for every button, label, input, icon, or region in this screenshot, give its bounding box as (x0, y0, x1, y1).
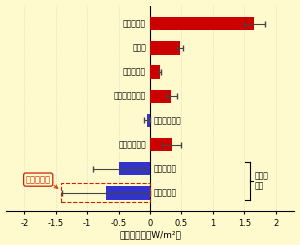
Text: メタン: メタン (132, 43, 146, 52)
Bar (106, 186, 150, 199)
Text: 対流圈オゾン: 対流圈オゾン (118, 140, 146, 149)
Bar (150, 17, 254, 30)
X-axis label: 放射強制力（W/m²）: 放射強制力（W/m²） (119, 231, 181, 239)
Text: 直接的効果: 直接的効果 (154, 164, 177, 173)
Bar (150, 90, 171, 103)
Bar (150, 65, 160, 79)
Text: 二酸化炭素: 二酸化炭素 (123, 19, 146, 28)
Text: ハロカーボン類: ハロカーボン類 (114, 92, 146, 101)
Text: 亜酸化窒素: 亜酸化窒素 (123, 68, 146, 76)
Text: 成層圈オゾン: 成層圈オゾン (154, 116, 182, 125)
Bar (150, 41, 180, 54)
Text: 間接的効果: 間接的効果 (154, 188, 177, 197)
Text: エアロ
ゾル: エアロ ゾル (254, 171, 268, 191)
Bar (147, 114, 150, 127)
Text: 大きな誤差: 大きな誤差 (26, 175, 51, 184)
Bar (150, 138, 172, 151)
Bar (118, 162, 150, 175)
